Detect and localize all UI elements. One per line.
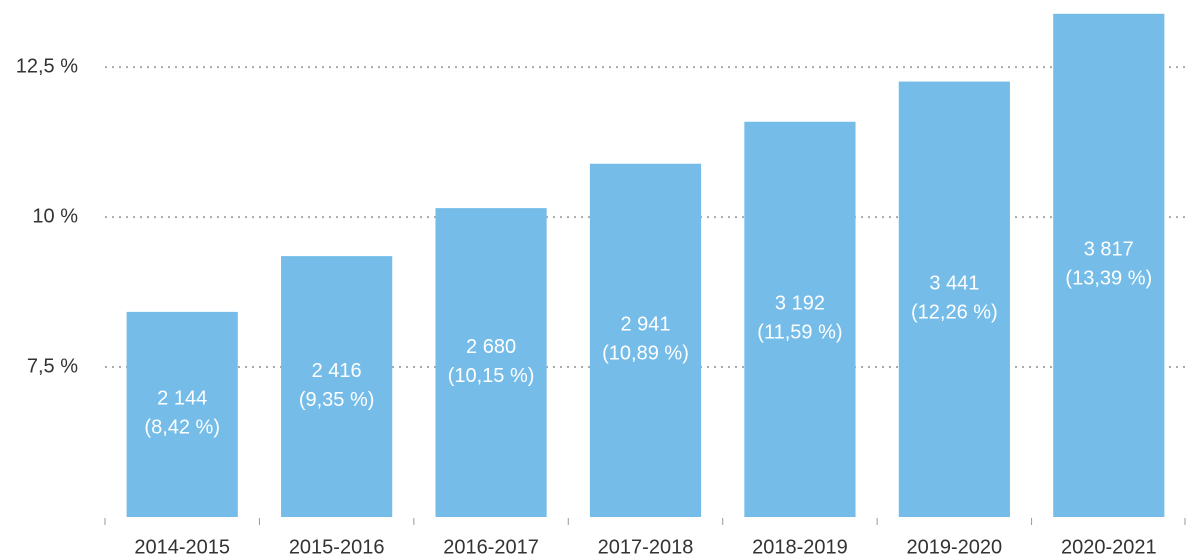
bar-count-label: 2 416 (312, 360, 362, 382)
bar-value-label: (13,39 %) (1065, 268, 1152, 290)
bar-count-label: 2 680 (466, 336, 516, 358)
x-tick-label: 2014-2015 (134, 536, 230, 558)
y-tick-label: 10 % (32, 205, 78, 227)
bar (1053, 13, 1165, 517)
bar-count-label: 3 441 (929, 273, 979, 295)
bar-count-label: 2 144 (157, 388, 207, 410)
x-tick-label: 2017-2018 (598, 536, 694, 558)
bar-count-label: 3 817 (1084, 239, 1134, 261)
bar (898, 81, 1010, 517)
bar (126, 311, 238, 517)
x-tick-label: 2018-2019 (752, 536, 848, 558)
bar-count-label: 3 192 (775, 293, 825, 315)
y-tick-label: 7,5 % (27, 355, 78, 377)
bar (744, 121, 856, 517)
x-tick-label: 2019-2020 (907, 536, 1003, 558)
bar-value-label: (11,59 %) (757, 322, 842, 344)
x-tick-label: 2020-2021 (1061, 536, 1157, 558)
y-tick-label: 12,5 % (16, 55, 78, 77)
bar-value-label: (10,15 %) (448, 365, 535, 387)
bar (435, 208, 547, 517)
bar-value-label: (8,42 %) (144, 417, 220, 439)
bar-value-label: (12,26 %) (911, 302, 998, 324)
x-tick-label: 2015-2016 (289, 536, 385, 558)
bar (589, 163, 702, 517)
bar-value-label: (10,89 %) (602, 343, 689, 365)
bar-count-label: 2 941 (620, 314, 670, 336)
bar-value-label: (9,35 %) (299, 389, 375, 411)
x-tick-label: 2016-2017 (443, 536, 539, 558)
bar (281, 256, 393, 517)
